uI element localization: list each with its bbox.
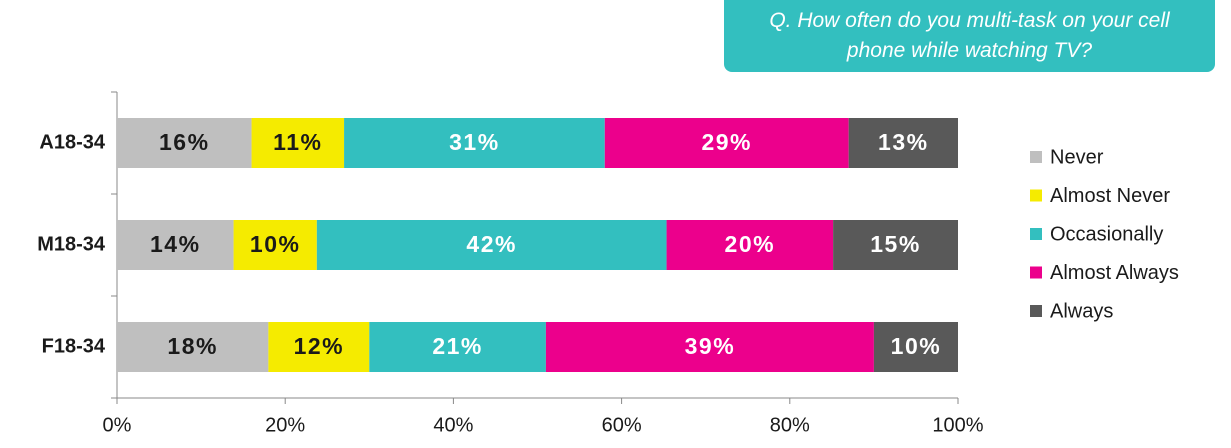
x-tick-label: 20% [265,414,305,436]
legend-label: Almost Never [1050,185,1170,207]
x-tick-label: 0% [103,414,132,436]
data-label: 12% [294,333,345,359]
data-label: 20% [725,231,776,257]
bar-segment [873,322,958,372]
legend-label: Never [1050,146,1104,168]
y-tick-label: F18-34 [42,335,106,357]
y-tick-label: A18-34 [39,131,105,153]
bar-segment [666,220,834,270]
legend-label: Always [1050,300,1113,322]
bar-segment [316,220,667,270]
data-label: 15% [870,231,921,257]
bar-segment [604,118,849,168]
legend-swatch [1030,228,1042,240]
x-tick-label: 80% [770,414,810,436]
legend-label: Almost Always [1050,262,1179,284]
bar-segment [833,220,958,270]
x-tick-label: 100% [932,414,983,436]
legend-label: Occasionally [1050,223,1163,245]
y-tick-label: M18-34 [37,233,106,255]
bar-segment [117,220,234,270]
data-label: 13% [878,129,929,155]
legend-swatch [1030,305,1042,317]
bar-segment [251,118,345,168]
chart-title: Q. How often do you multi-task on your c… [724,0,1215,72]
legend-swatch [1030,266,1042,279]
data-label: 21% [432,333,483,359]
legend-swatch [1030,151,1042,163]
x-tick-label: 60% [602,414,642,436]
bar-segment [233,220,317,270]
data-label: 11% [273,129,322,155]
data-label: 10% [250,231,301,257]
data-label: 18% [167,333,218,359]
data-label: 39% [685,333,736,359]
bar-segment [268,322,370,372]
legend-swatch [1030,189,1042,202]
data-label: 42% [466,231,517,257]
x-tick-label: 40% [433,414,473,436]
bar-segment [117,322,269,372]
bar-segment [848,118,958,168]
data-label: 14% [150,231,201,257]
data-label: 10% [891,333,942,359]
bar-segment [117,118,252,168]
bar-segment [369,322,546,372]
data-label: 29% [701,129,752,155]
bar-segment [545,322,874,372]
data-label: 16% [159,129,210,155]
data-label: 31% [449,129,500,155]
bar-segment [344,118,605,168]
